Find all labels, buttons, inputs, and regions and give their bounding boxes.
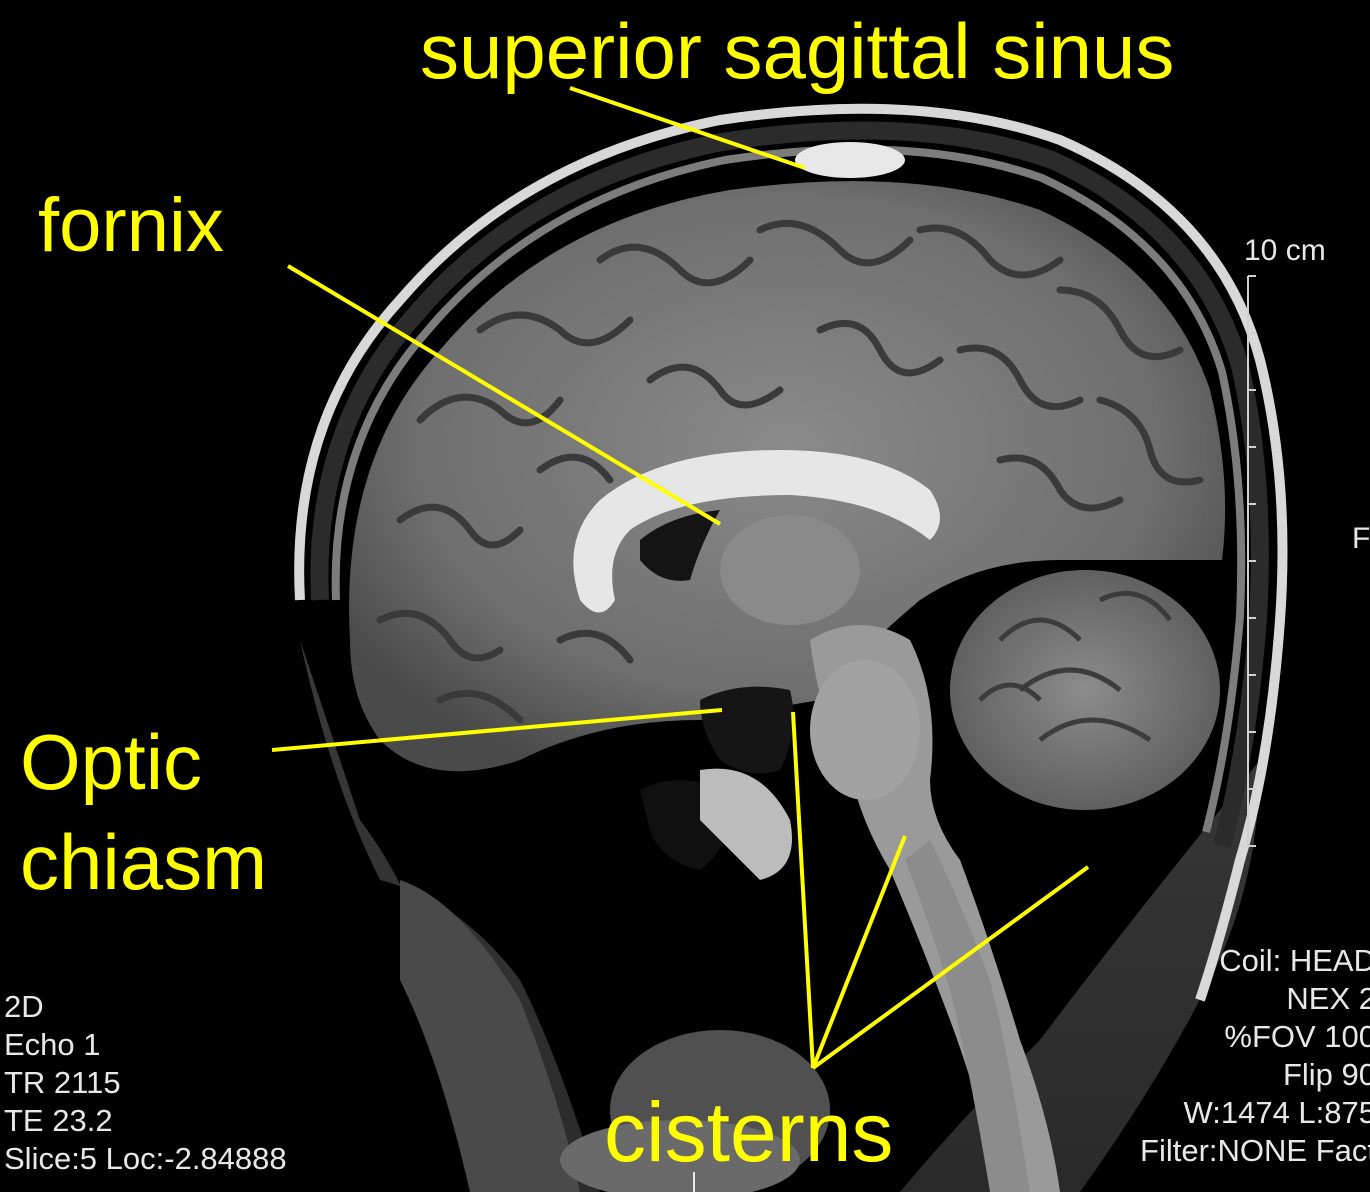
spinal-cord xyxy=(905,840,1030,1192)
meta-left-line: Slice:5 Loc:-2.84888 xyxy=(4,1141,287,1176)
scale-label: 10 cm xyxy=(1244,234,1326,267)
cerebellum xyxy=(950,570,1220,810)
meta-right-line: NEX 2 xyxy=(1286,981,1370,1016)
orientation-letter: F xyxy=(1352,522,1370,555)
optic-chiasm-leader xyxy=(271,708,723,752)
fornix-leader xyxy=(286,264,722,526)
label-superior-sagittal-sinus: superior sagittal sinus xyxy=(420,7,1175,95)
cortical-gyri xyxy=(376,219,1204,724)
clivus-bright xyxy=(700,768,792,880)
label-optic-chiasm: Optic chiasm xyxy=(20,718,268,906)
meta-left-line: TR 2115 xyxy=(4,1065,121,1100)
label-fornix: fornix xyxy=(38,183,224,268)
label-cisterns: cisterns xyxy=(604,1085,894,1179)
cisterns-leader-3 xyxy=(811,865,1090,1070)
lower-face xyxy=(400,880,580,1192)
cistern-space xyxy=(700,686,794,774)
meta-left-line: 2D xyxy=(4,989,44,1024)
mandible xyxy=(560,1120,800,1192)
scan-params-left: 2D Echo 1 TR 2115 TE 23.2 Slice:5 Loc:-2… xyxy=(4,988,287,1178)
meta-right-line: %FOV 100 xyxy=(1224,1019,1370,1054)
cisterns-leader-2 xyxy=(811,835,907,1069)
pons xyxy=(810,660,920,800)
meta-right-line: Filter:NONE Fact xyxy=(1140,1133,1370,1168)
lateral-ventricle xyxy=(640,510,720,581)
sss-leader xyxy=(569,86,806,170)
scale-bar xyxy=(1247,275,1256,847)
meta-right-line: Coil: HEAD xyxy=(1219,943,1370,978)
skull-inner xyxy=(310,121,1269,849)
meta-right-line: W:1474 L:875 xyxy=(1183,1095,1370,1130)
superior-sagittal-sinus xyxy=(795,142,905,178)
fat-layer xyxy=(331,145,1246,834)
cerebellar-folia xyxy=(978,590,1172,743)
scan-params-right: Coil: HEAD NEX 2 %FOV 100 Flip 90 W:1474… xyxy=(1140,942,1370,1170)
cisterns-leader-1 xyxy=(791,711,815,1069)
meta-left-line: TE 23.2 xyxy=(4,1103,113,1138)
thalamus xyxy=(720,515,860,625)
annotation-lines xyxy=(271,86,1090,1070)
meta-left-line: Echo 1 xyxy=(4,1027,101,1062)
meta-right-line: Flip 90 xyxy=(1282,1057,1370,1092)
scalp-outline xyxy=(294,103,1288,1002)
